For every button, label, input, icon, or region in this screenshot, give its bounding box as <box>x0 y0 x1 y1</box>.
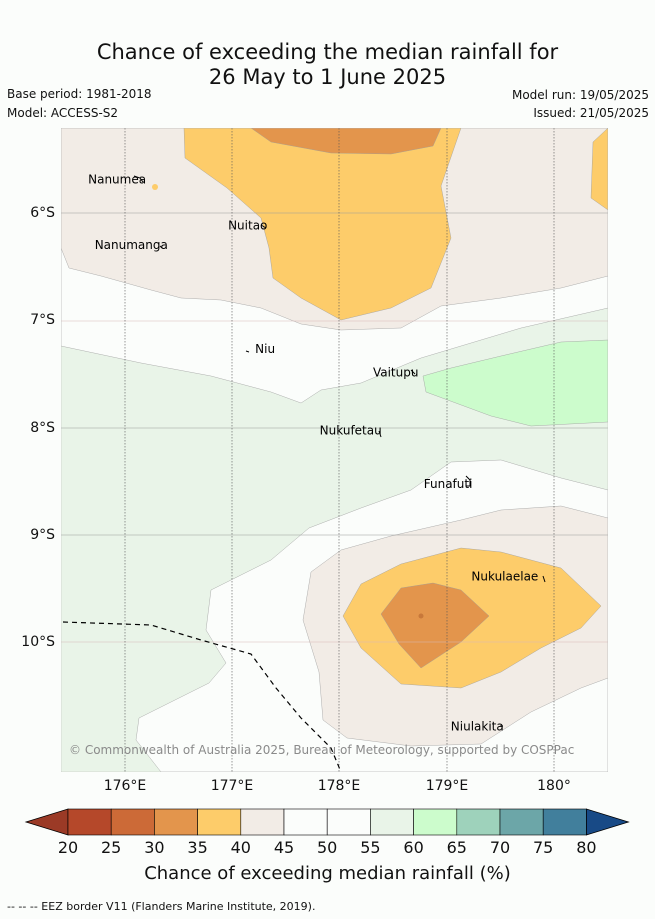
colorbar-over-arrow <box>586 808 630 836</box>
colorbar-tick-70: 70 <box>489 838 511 857</box>
nanumea-island <box>133 175 144 183</box>
model-name: Model: ACCESS-S2 <box>7 106 119 120</box>
place-label-nukufetau: Nukufetau <box>320 424 382 438</box>
colorbar-tick-25: 25 <box>101 838 122 857</box>
colorbar-bin-55-60 <box>370 808 414 836</box>
contour-60-65 <box>422 339 608 427</box>
vaitupu-island <box>410 369 416 375</box>
lon-tick-179e: 179°E <box>425 778 469 794</box>
contour-30-35-south <box>380 582 490 669</box>
contour-35-40-north <box>183 128 462 321</box>
colorbar-under-arrow <box>24 808 69 836</box>
lat-tick-9s: 9°S <box>30 527 55 543</box>
copyright-notice: © Commonwealth of Australia 2025, Bureau… <box>69 743 574 757</box>
colorbar-tick-50: 50 <box>317 838 338 857</box>
eez-border-line <box>62 621 342 772</box>
colorbar-bin-70-75 <box>499 808 544 836</box>
rainfall-map: Nanumea Nuitao Nanumanga Niu Vaitupu Nukufeta… <box>61 128 608 772</box>
place-label-funafuti: Funafuti <box>424 477 473 491</box>
base-period: Base period: 1981-2018 <box>7 87 152 101</box>
colorbar-label: Chance of exceeding median rainfall (%) <box>144 863 511 884</box>
lat-tick-7s: 7°S <box>30 312 55 328</box>
place-label-nuitao: Nuitao <box>228 219 267 233</box>
nanumea-marker <box>152 184 158 190</box>
place-labels: Nanumea Nuitao Nanumanga Niu Vaitupu Nukufeta… <box>88 173 538 734</box>
lat-tick-10s: 10°S <box>21 634 55 650</box>
colorbar-bin-65-70 <box>456 808 501 836</box>
colorbar-tick-30: 30 <box>144 838 165 857</box>
colorbar-bin-30-35 <box>154 808 198 836</box>
place-label-niu: Niu <box>255 342 275 356</box>
lat-tick-8s: 8°S <box>30 420 55 436</box>
colorbar-bin-50-55 <box>326 808 371 836</box>
funafuti-island <box>465 475 471 487</box>
lon-tick-176e: 176°E <box>103 778 147 794</box>
contour-30-35-north <box>250 128 442 155</box>
colorbar-bin-75-80 <box>542 808 587 836</box>
nukulaelae-island <box>542 575 546 583</box>
nanumanga-island <box>159 245 163 249</box>
place-label-niulakita: Niulakita <box>451 720 504 734</box>
eez-legend: -- -- -- EEZ border V11 (Flanders Marine… <box>7 900 316 913</box>
colorbar-tick-35: 35 <box>187 838 208 857</box>
chart-title: Chance of exceeding the median rainfall … <box>0 40 655 90</box>
lon-tick-180: 180° <box>537 778 571 794</box>
colorbar-tick-60: 60 <box>403 838 424 857</box>
issued-date: Issued: 21/05/2025 <box>533 106 649 120</box>
colorbar-tick-20: 20 <box>57 838 79 857</box>
colorbar <box>24 808 630 836</box>
niu-island <box>245 350 250 353</box>
graticule <box>61 128 608 772</box>
island-shapes <box>133 175 546 727</box>
colorbar-bin-20-25 <box>67 808 112 836</box>
colorbar-tick-55: 55 <box>360 838 381 857</box>
nukulaelae-core-marker <box>418 613 424 619</box>
place-label-nanumanga: Nanumanga <box>95 238 168 252</box>
title-line-1: Chance of exceeding the median rainfall … <box>96 40 559 64</box>
colorbar-bin-25-30 <box>110 808 155 836</box>
title-line-2: 26 May to 1 June 2025 <box>208 65 447 89</box>
contour-35-40-east-edge <box>590 128 608 211</box>
colorbar-tick-40: 40 <box>230 838 251 857</box>
colorbar-bin-35-40 <box>197 808 242 836</box>
model-run: Model run: 19/05/2025 <box>511 88 649 102</box>
colorbar-tick-45: 45 <box>273 838 295 857</box>
nukufetau-island <box>378 430 382 438</box>
place-label-vaitupu: Vaitupu <box>373 366 419 380</box>
lon-tick-178e: 178°E <box>317 778 361 794</box>
nuitao-island <box>260 224 267 229</box>
place-label-nukulaelae: Nukulaelae <box>471 570 538 584</box>
lat-tick-6s: 6°S <box>30 205 55 221</box>
place-label-nanumea: Nanumea <box>88 173 146 187</box>
colorbar-tick-75: 75 <box>533 838 554 857</box>
colorbar-bin-40-45 <box>240 808 285 836</box>
colorbar-bin-45-50 <box>283 808 328 836</box>
colorbar-tick-80: 80 <box>576 838 597 857</box>
colorbar-tick-65: 65 <box>446 838 467 857</box>
lon-tick-177e: 177°E <box>210 778 254 794</box>
colorbar-bin-60-65 <box>413 808 458 836</box>
